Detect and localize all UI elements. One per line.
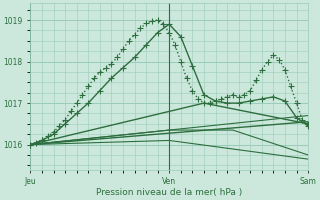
X-axis label: Pression niveau de la mer( hPa ): Pression niveau de la mer( hPa ) <box>96 188 242 197</box>
